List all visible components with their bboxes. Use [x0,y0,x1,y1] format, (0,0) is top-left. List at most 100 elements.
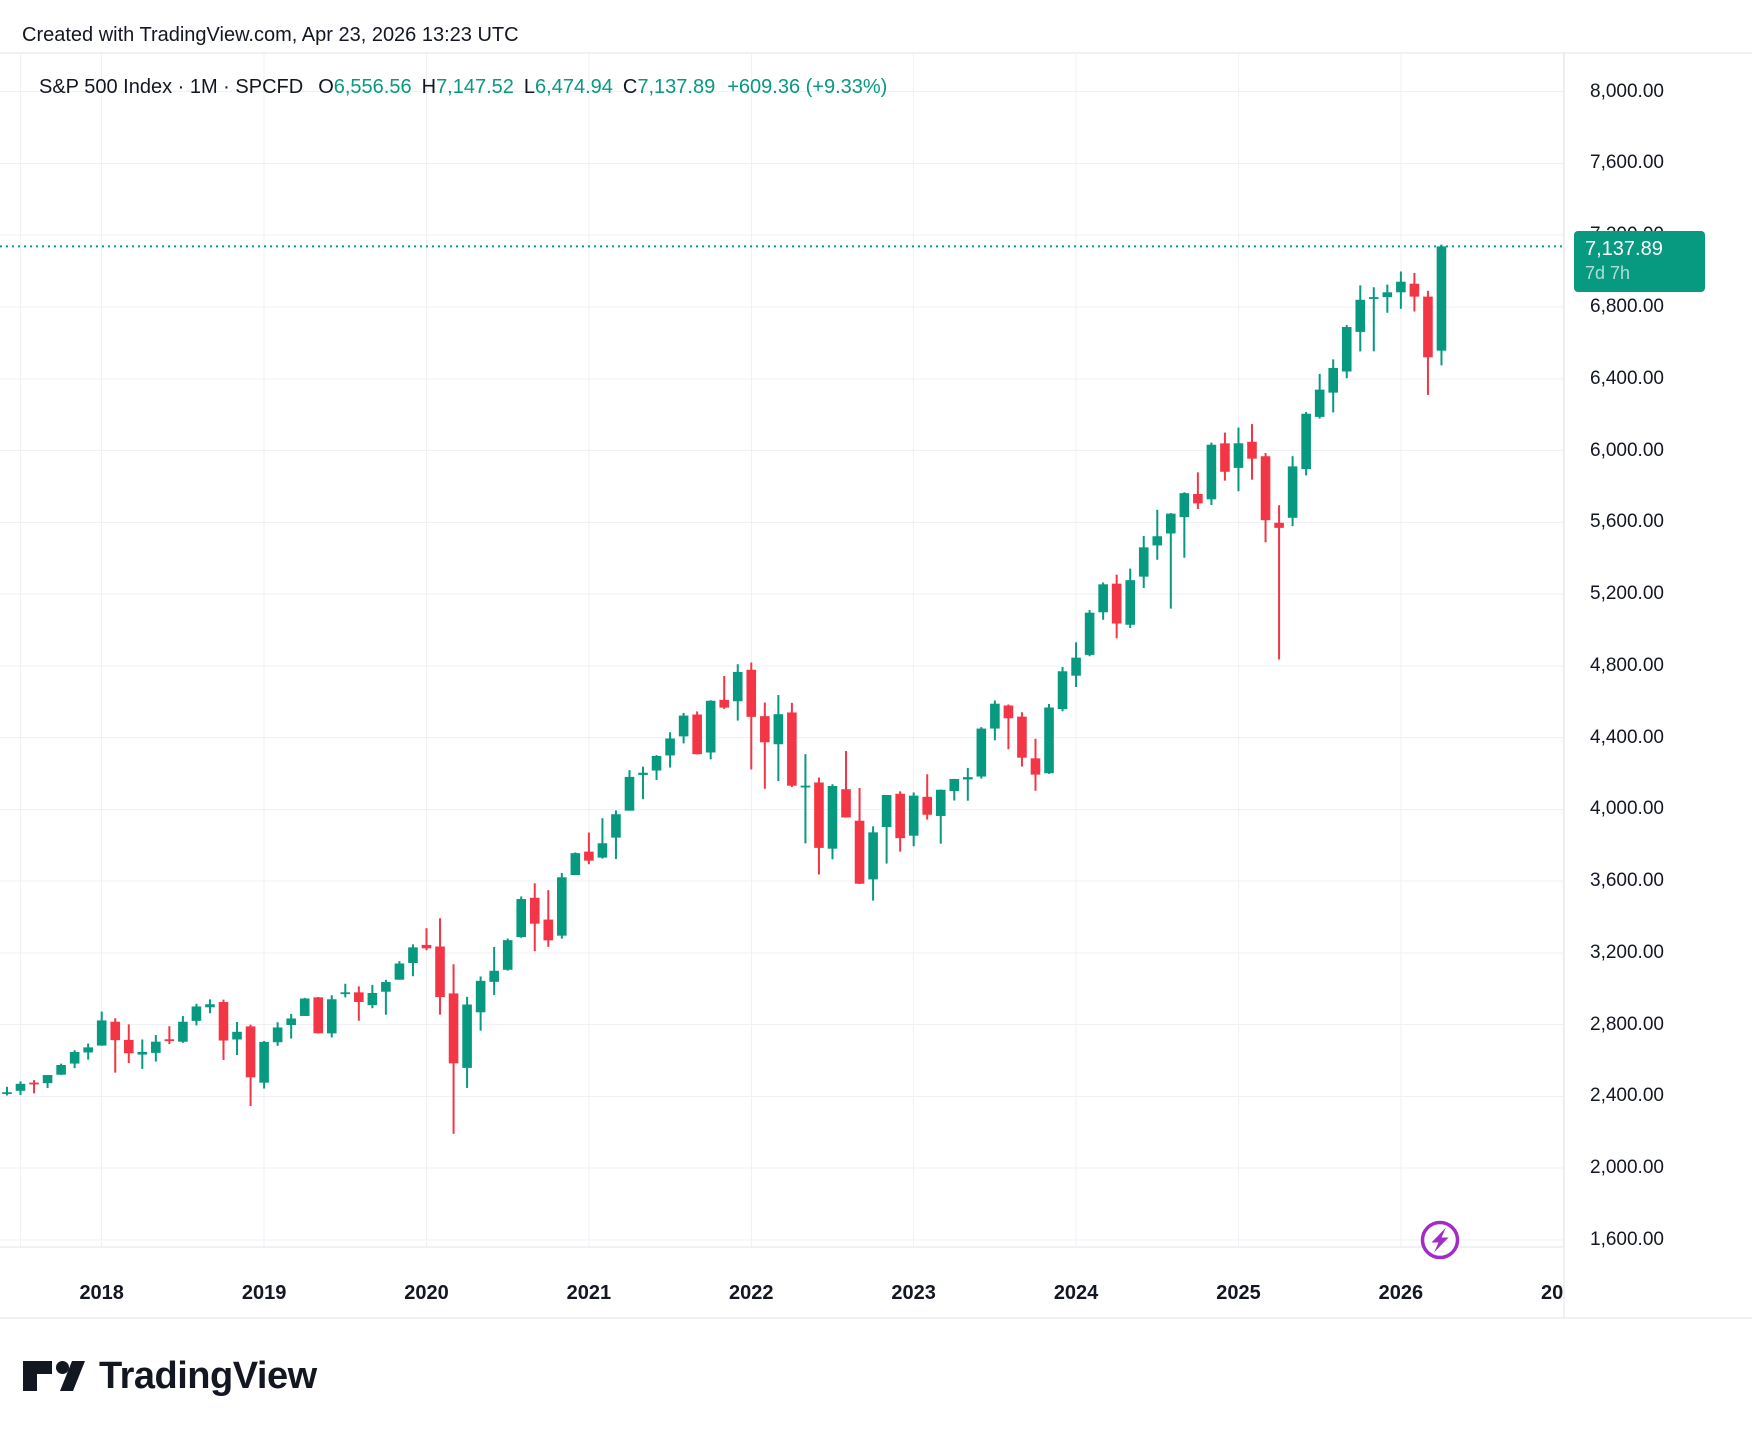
candle [448,964,459,1134]
candle-wick [1372,287,1375,352]
candle-wick [587,832,590,865]
last-price-value: 7,137.89 [1585,238,1663,261]
candle-body [1179,493,1190,518]
price-axis-label: 3,200.00 [1590,941,1664,963]
candle [584,832,594,865]
candle [611,810,621,860]
candle [1287,456,1298,527]
candle [1179,492,1190,558]
candle [1152,509,1163,560]
candle-body [151,1041,161,1053]
candle [56,1063,66,1075]
candle-body [2,1092,12,1095]
candle [1396,271,1406,309]
candle-body [381,982,391,992]
price-axis-label: 4,800.00 [1590,654,1664,676]
candle-body [922,796,933,815]
candle [1017,712,1027,767]
price-axis-label: 2,400.00 [1590,1085,1664,1107]
time-axis-label: 2025 [1216,1282,1261,1304]
candle [69,1050,80,1069]
price-axis-label: 5,600.00 [1590,511,1664,533]
candle [259,1041,269,1089]
candle [218,999,229,1060]
time-scale[interactable]: 2018 2019 2020 2021 2022 2023 2024 2025 2026 2027 [0,1247,1564,1318]
candle [1044,703,1054,774]
candle-body [584,851,594,861]
price-axis-label: 7,600.00 [1590,152,1664,174]
candle-body [462,1004,472,1068]
candle [814,777,824,875]
candle-body [435,946,445,998]
candle-body [705,700,716,753]
candle [96,1011,107,1046]
candle [340,983,351,998]
candle [151,1035,161,1062]
price-axis-label: 2,000.00 [1590,1157,1664,1179]
candle-body [259,1041,269,1083]
candle-body [354,992,364,1002]
candle-wick [1169,513,1172,609]
candle-wick [344,983,347,998]
candle [895,791,905,852]
candle-body [15,1083,26,1091]
candle-wick [33,1080,36,1094]
price-axis-label: 6,000.00 [1590,439,1664,461]
candle-body [895,793,905,839]
candle [1409,272,1420,312]
candle-body [56,1064,66,1075]
candle-wick [1196,472,1199,510]
candle-wick [114,1018,117,1073]
candle [543,890,554,947]
candle [1166,513,1176,609]
candle-body [83,1047,93,1053]
candle-body [1071,657,1081,676]
candle-body [394,963,405,980]
candle-body [787,712,797,786]
candle [1260,453,1271,543]
candle [1382,284,1393,313]
candle-wick [290,1013,293,1039]
tradingview-logo[interactable]: TradingView [22,1355,317,1397]
candle [1314,373,1325,419]
symbol-title[interactable]: S&P 500 Index · 1M · SPCFD [39,76,304,98]
candle [976,727,987,779]
candle [638,766,648,800]
candle [435,918,445,1015]
candle-body [367,992,378,1006]
candle [692,711,702,755]
candle [651,755,662,780]
candle-body [286,1018,296,1026]
candle-body [489,970,499,982]
candle-body [908,795,919,836]
candle-body [1084,612,1095,655]
candle [191,1003,202,1026]
candle [1301,411,1311,476]
candle [1341,325,1352,379]
candle-body [935,789,946,816]
candle-body [678,715,689,737]
candle [787,702,797,788]
candle-body [164,1039,175,1042]
candle [489,946,499,995]
candle-wick [885,795,888,864]
candle-body [1044,707,1054,774]
candle-body [1409,283,1420,297]
candle-wick [845,751,848,818]
candle-wick [763,702,766,789]
high-label: H [421,76,437,98]
candle [1355,285,1366,352]
candle [313,997,324,1034]
candle-body [881,795,892,827]
candle-body [1436,246,1447,351]
candle-body [1220,443,1230,472]
candle-body [272,1027,283,1043]
candle [42,1075,53,1089]
candle-body [651,756,662,771]
candle [1193,472,1203,510]
candle-wick [5,1086,8,1096]
candle [1071,642,1081,687]
candle-body [1030,758,1041,775]
candle-body [340,992,351,995]
